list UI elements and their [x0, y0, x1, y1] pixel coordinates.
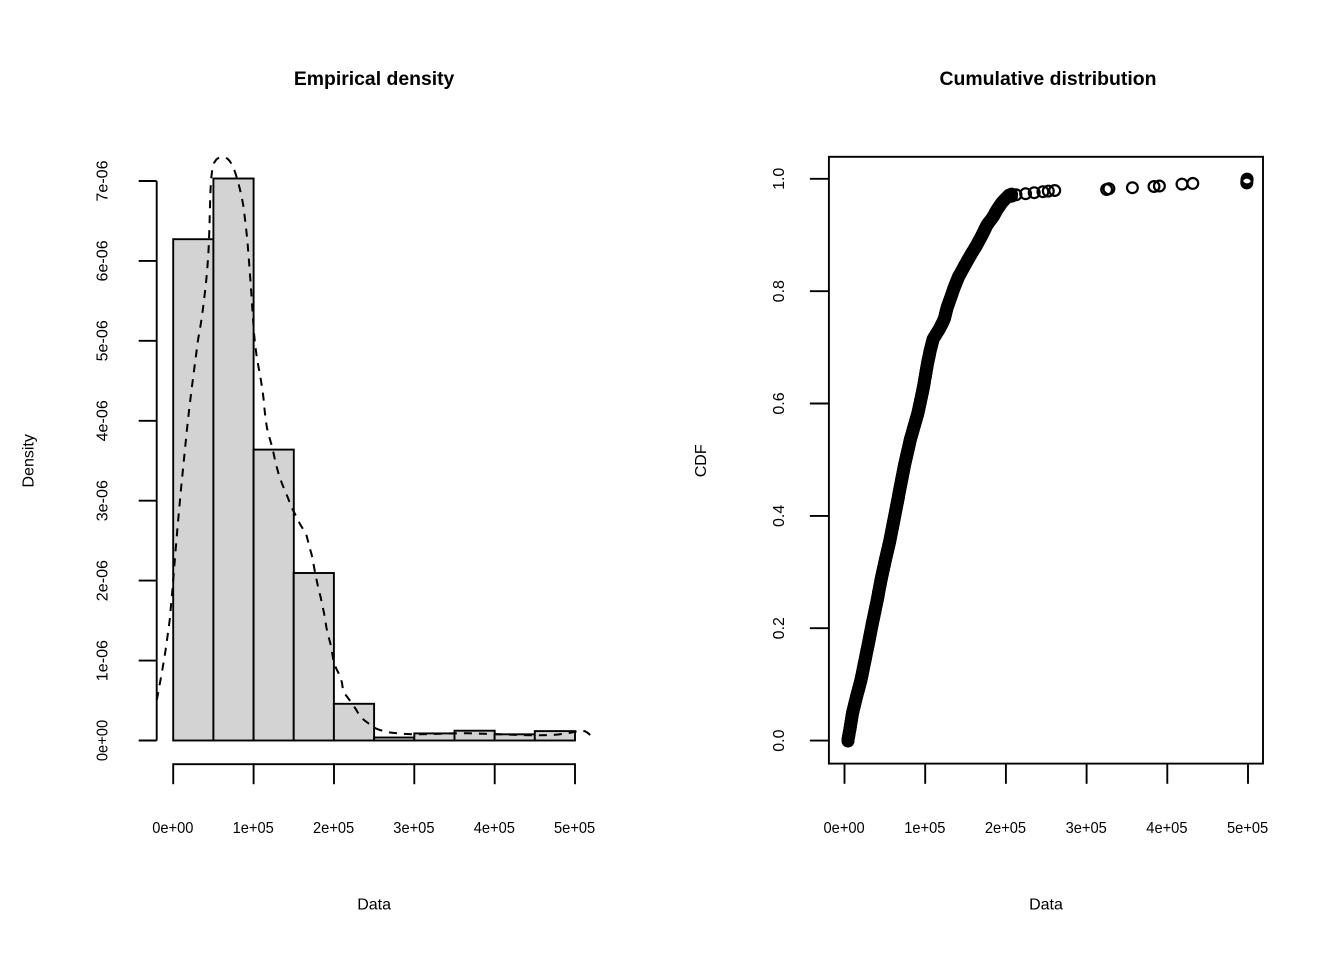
svg-text:1.0: 1.0 [771, 168, 788, 190]
svg-text:5e-06: 5e-06 [95, 320, 112, 361]
svg-text:5e+05: 5e+05 [554, 820, 595, 837]
svg-text:Data: Data [1029, 897, 1063, 914]
svg-text:0.8: 0.8 [771, 280, 788, 302]
svg-text:3e+05: 3e+05 [393, 820, 434, 837]
svg-text:4e+05: 4e+05 [1146, 820, 1187, 837]
svg-text:6e-06: 6e-06 [95, 240, 112, 281]
svg-text:4e-06: 4e-06 [95, 400, 112, 441]
svg-text:2e+05: 2e+05 [985, 820, 1026, 837]
svg-text:3e+05: 3e+05 [1066, 820, 1107, 837]
svg-text:0.0: 0.0 [771, 729, 788, 751]
svg-text:Cumulative distribution: Cumulative distribution [940, 69, 1157, 90]
svg-text:CDF: CDF [693, 444, 710, 477]
svg-text:3e-06: 3e-06 [95, 480, 112, 521]
svg-text:Data: Data [357, 897, 391, 914]
svg-text:Density: Density [21, 434, 38, 487]
svg-text:4e+05: 4e+05 [474, 820, 515, 837]
svg-text:2e+05: 2e+05 [313, 820, 354, 837]
svg-text:0e+00: 0e+00 [152, 820, 193, 837]
svg-text:0e+00: 0e+00 [824, 820, 865, 837]
svg-text:5e+05: 5e+05 [1227, 820, 1268, 837]
svg-text:0.2: 0.2 [771, 617, 788, 639]
svg-text:1e-06: 1e-06 [95, 640, 112, 681]
svg-text:1e+05: 1e+05 [904, 820, 945, 837]
svg-text:Empirical density: Empirical density [294, 69, 455, 90]
svg-text:0e+00: 0e+00 [95, 720, 112, 761]
svg-text:2e-06: 2e-06 [95, 560, 112, 601]
svg-text:1e+05: 1e+05 [233, 820, 274, 837]
svg-text:0.4: 0.4 [771, 505, 788, 527]
svg-text:7e-06: 7e-06 [95, 160, 112, 201]
svg-text:0.6: 0.6 [771, 392, 788, 414]
